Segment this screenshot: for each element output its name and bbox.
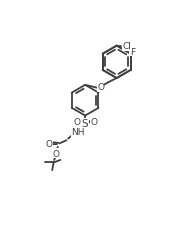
Text: O: O xyxy=(53,149,60,158)
Text: F: F xyxy=(130,47,135,56)
Text: O: O xyxy=(73,118,80,126)
Text: S: S xyxy=(82,119,88,129)
Text: O: O xyxy=(97,83,104,92)
Text: O: O xyxy=(90,118,97,126)
Text: NH: NH xyxy=(72,128,85,137)
Text: O: O xyxy=(46,140,53,148)
Text: Cl: Cl xyxy=(123,42,132,51)
